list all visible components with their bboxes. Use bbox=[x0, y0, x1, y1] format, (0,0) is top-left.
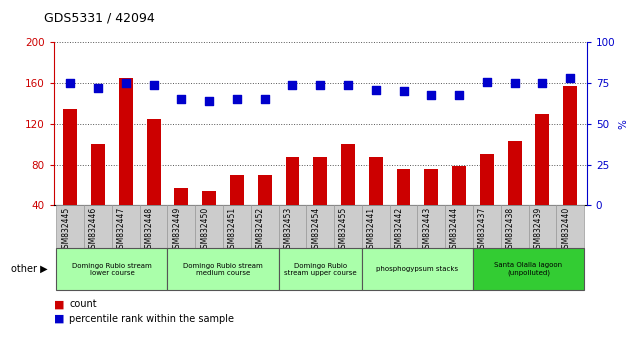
Bar bbox=[306, 205, 334, 248]
Bar bbox=[425, 169, 439, 205]
Y-axis label: %: % bbox=[618, 119, 628, 129]
Point bbox=[232, 97, 242, 102]
Point bbox=[176, 97, 186, 102]
Bar bbox=[223, 205, 251, 248]
Bar bbox=[397, 169, 411, 205]
Point bbox=[121, 80, 131, 86]
Text: GSM832449: GSM832449 bbox=[172, 207, 181, 253]
Text: GSM832444: GSM832444 bbox=[450, 207, 459, 253]
Bar bbox=[557, 205, 584, 248]
Bar bbox=[480, 154, 494, 205]
Bar bbox=[313, 158, 327, 205]
Bar bbox=[285, 158, 299, 205]
Text: GSM832450: GSM832450 bbox=[200, 207, 209, 253]
Bar bbox=[139, 205, 167, 248]
Bar bbox=[501, 205, 529, 248]
Text: GSM832438: GSM832438 bbox=[505, 207, 515, 253]
Text: other ▶: other ▶ bbox=[11, 264, 47, 274]
Text: GSM832446: GSM832446 bbox=[89, 207, 98, 253]
Point bbox=[93, 85, 103, 91]
Text: phosphogypsum stacks: phosphogypsum stacks bbox=[376, 266, 459, 272]
Bar bbox=[418, 205, 445, 248]
Bar bbox=[167, 205, 195, 248]
Text: GSM832437: GSM832437 bbox=[478, 207, 487, 253]
Bar bbox=[119, 78, 133, 205]
Point bbox=[259, 97, 269, 102]
Bar bbox=[278, 205, 306, 248]
Point bbox=[148, 82, 158, 88]
Bar bbox=[202, 191, 216, 205]
Bar bbox=[563, 86, 577, 205]
Text: GSM832442: GSM832442 bbox=[394, 207, 404, 253]
Bar bbox=[174, 188, 188, 205]
Text: GSM832454: GSM832454 bbox=[311, 207, 320, 253]
Text: GSM832447: GSM832447 bbox=[117, 207, 126, 253]
Bar bbox=[91, 144, 105, 205]
Point bbox=[343, 82, 353, 88]
Bar bbox=[146, 119, 160, 205]
Text: GDS5331 / 42094: GDS5331 / 42094 bbox=[44, 12, 155, 25]
Point bbox=[565, 75, 575, 81]
Bar bbox=[84, 205, 112, 248]
Point bbox=[454, 92, 464, 97]
Bar bbox=[362, 205, 390, 248]
Text: GSM832455: GSM832455 bbox=[339, 207, 348, 253]
Point bbox=[371, 87, 381, 92]
Text: Santa Olalla lagoon
(unpolluted): Santa Olalla lagoon (unpolluted) bbox=[495, 262, 563, 276]
Text: count: count bbox=[69, 299, 97, 309]
Bar bbox=[536, 114, 550, 205]
Bar bbox=[195, 205, 223, 248]
Bar bbox=[56, 205, 84, 248]
Point bbox=[427, 92, 437, 97]
Point bbox=[287, 82, 297, 88]
Bar bbox=[369, 158, 383, 205]
Bar bbox=[473, 205, 501, 248]
Bar bbox=[251, 205, 278, 248]
Text: Domingo Rubio
stream upper course: Domingo Rubio stream upper course bbox=[284, 263, 357, 275]
Text: GSM832439: GSM832439 bbox=[533, 207, 543, 253]
Bar bbox=[445, 205, 473, 248]
Point bbox=[399, 88, 409, 94]
Text: percentile rank within the sample: percentile rank within the sample bbox=[69, 314, 234, 324]
Text: Domingo Rubio stream
medium course: Domingo Rubio stream medium course bbox=[183, 263, 263, 275]
Bar bbox=[390, 205, 418, 248]
Bar bbox=[341, 144, 355, 205]
Bar bbox=[278, 248, 362, 290]
Text: ■: ■ bbox=[54, 314, 64, 324]
Point bbox=[65, 80, 75, 86]
Point bbox=[510, 80, 520, 86]
Bar bbox=[230, 175, 244, 205]
Text: GSM832440: GSM832440 bbox=[561, 207, 570, 253]
Text: GSM832441: GSM832441 bbox=[367, 207, 376, 253]
Text: GSM832452: GSM832452 bbox=[256, 207, 264, 253]
Bar bbox=[56, 248, 167, 290]
Bar bbox=[529, 205, 557, 248]
Text: GSM832448: GSM832448 bbox=[144, 207, 153, 253]
Bar bbox=[334, 205, 362, 248]
Text: GSM832451: GSM832451 bbox=[228, 207, 237, 253]
Bar bbox=[63, 109, 77, 205]
Point bbox=[482, 79, 492, 84]
Text: GSM832445: GSM832445 bbox=[61, 207, 70, 253]
Bar bbox=[257, 175, 271, 205]
Bar bbox=[362, 248, 473, 290]
Bar bbox=[112, 205, 139, 248]
Text: ■: ■ bbox=[54, 299, 64, 309]
Text: Domingo Rubio stream
lower course: Domingo Rubio stream lower course bbox=[72, 263, 152, 275]
Text: GSM832453: GSM832453 bbox=[283, 207, 292, 253]
Point bbox=[538, 80, 548, 86]
Point bbox=[315, 82, 326, 88]
Bar bbox=[452, 166, 466, 205]
Bar bbox=[473, 248, 584, 290]
Point bbox=[204, 98, 214, 104]
Text: GSM832443: GSM832443 bbox=[422, 207, 432, 253]
Bar bbox=[167, 248, 278, 290]
Bar bbox=[508, 141, 522, 205]
